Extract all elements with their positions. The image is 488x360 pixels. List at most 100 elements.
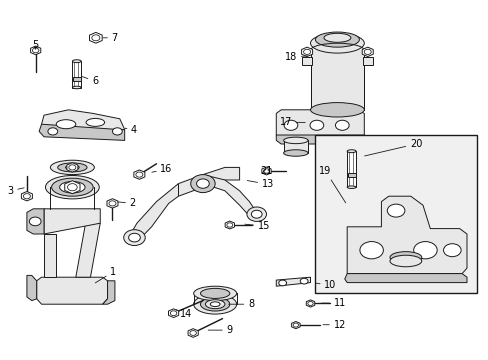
Ellipse shape xyxy=(86,118,104,126)
Polygon shape xyxy=(27,209,44,234)
Text: 11: 11 xyxy=(321,298,345,308)
Ellipse shape xyxy=(283,150,307,156)
Bar xyxy=(315,135,476,293)
Polygon shape xyxy=(344,274,466,283)
Polygon shape xyxy=(76,223,100,277)
Bar xyxy=(72,61,81,88)
Bar xyxy=(73,77,81,81)
Ellipse shape xyxy=(310,103,364,117)
Ellipse shape xyxy=(60,181,85,193)
Ellipse shape xyxy=(72,86,81,89)
Polygon shape xyxy=(37,277,107,304)
Ellipse shape xyxy=(72,60,81,63)
Circle shape xyxy=(189,330,196,336)
Circle shape xyxy=(226,223,232,227)
Circle shape xyxy=(307,302,313,305)
Circle shape xyxy=(413,242,436,259)
Polygon shape xyxy=(129,184,178,239)
Circle shape xyxy=(359,242,383,259)
Text: 12: 12 xyxy=(323,320,345,330)
Polygon shape xyxy=(276,277,310,286)
Circle shape xyxy=(196,179,209,188)
Bar xyxy=(346,151,355,187)
Polygon shape xyxy=(203,175,256,216)
Text: 6: 6 xyxy=(81,76,98,86)
Text: 8: 8 xyxy=(228,299,254,309)
Ellipse shape xyxy=(200,288,229,298)
Text: 2: 2 xyxy=(118,198,136,208)
Circle shape xyxy=(112,128,122,135)
Ellipse shape xyxy=(323,33,350,42)
Circle shape xyxy=(335,120,348,130)
Ellipse shape xyxy=(315,32,359,47)
Circle shape xyxy=(364,49,370,54)
Circle shape xyxy=(69,165,76,170)
Bar xyxy=(362,57,372,65)
Circle shape xyxy=(136,172,142,177)
Circle shape xyxy=(303,49,310,54)
Text: 1: 1 xyxy=(95,267,116,283)
Text: 21: 21 xyxy=(260,166,272,176)
Polygon shape xyxy=(44,234,56,277)
Polygon shape xyxy=(44,209,100,234)
Text: 7: 7 xyxy=(103,33,118,43)
Text: 20: 20 xyxy=(364,139,421,156)
Text: 19: 19 xyxy=(319,166,345,203)
Text: 4: 4 xyxy=(125,125,137,135)
Circle shape xyxy=(48,128,58,135)
Circle shape xyxy=(29,217,41,226)
Text: 5: 5 xyxy=(32,40,38,50)
Polygon shape xyxy=(276,135,364,144)
Ellipse shape xyxy=(210,302,220,307)
Ellipse shape xyxy=(346,186,355,189)
Text: 10: 10 xyxy=(315,280,336,291)
Text: 3: 3 xyxy=(7,186,24,196)
Polygon shape xyxy=(346,196,466,274)
Circle shape xyxy=(443,244,460,257)
Text: 16: 16 xyxy=(152,164,172,174)
Ellipse shape xyxy=(283,137,307,144)
Circle shape xyxy=(67,184,77,191)
Circle shape xyxy=(128,233,140,242)
Ellipse shape xyxy=(346,150,355,153)
Bar xyxy=(310,50,364,110)
Circle shape xyxy=(92,35,100,41)
Circle shape xyxy=(190,175,215,193)
Polygon shape xyxy=(178,167,239,196)
Text: 9: 9 xyxy=(208,325,232,335)
Circle shape xyxy=(109,201,116,206)
Ellipse shape xyxy=(65,165,79,170)
Polygon shape xyxy=(276,110,364,140)
Circle shape xyxy=(246,207,266,221)
Text: 15: 15 xyxy=(244,221,269,231)
Ellipse shape xyxy=(50,160,94,175)
Circle shape xyxy=(284,120,297,130)
Circle shape xyxy=(309,120,323,130)
Circle shape xyxy=(32,48,39,53)
Ellipse shape xyxy=(56,120,76,129)
Circle shape xyxy=(278,280,286,286)
Text: 17: 17 xyxy=(280,117,305,127)
Circle shape xyxy=(292,323,298,327)
Ellipse shape xyxy=(200,297,229,311)
Polygon shape xyxy=(39,124,124,140)
Ellipse shape xyxy=(389,255,421,267)
Ellipse shape xyxy=(389,252,421,263)
Bar xyxy=(283,140,307,153)
Circle shape xyxy=(23,194,30,199)
Circle shape xyxy=(300,278,307,284)
Ellipse shape xyxy=(310,33,364,53)
Circle shape xyxy=(251,210,262,218)
Bar xyxy=(347,173,355,177)
Ellipse shape xyxy=(205,300,224,309)
Ellipse shape xyxy=(51,178,93,196)
Polygon shape xyxy=(27,275,37,301)
Circle shape xyxy=(386,204,404,217)
Polygon shape xyxy=(102,281,115,304)
Text: 18: 18 xyxy=(285,52,307,62)
Ellipse shape xyxy=(45,176,99,199)
Circle shape xyxy=(123,230,145,246)
Ellipse shape xyxy=(193,286,236,301)
Bar xyxy=(302,57,311,65)
Circle shape xyxy=(170,311,177,316)
